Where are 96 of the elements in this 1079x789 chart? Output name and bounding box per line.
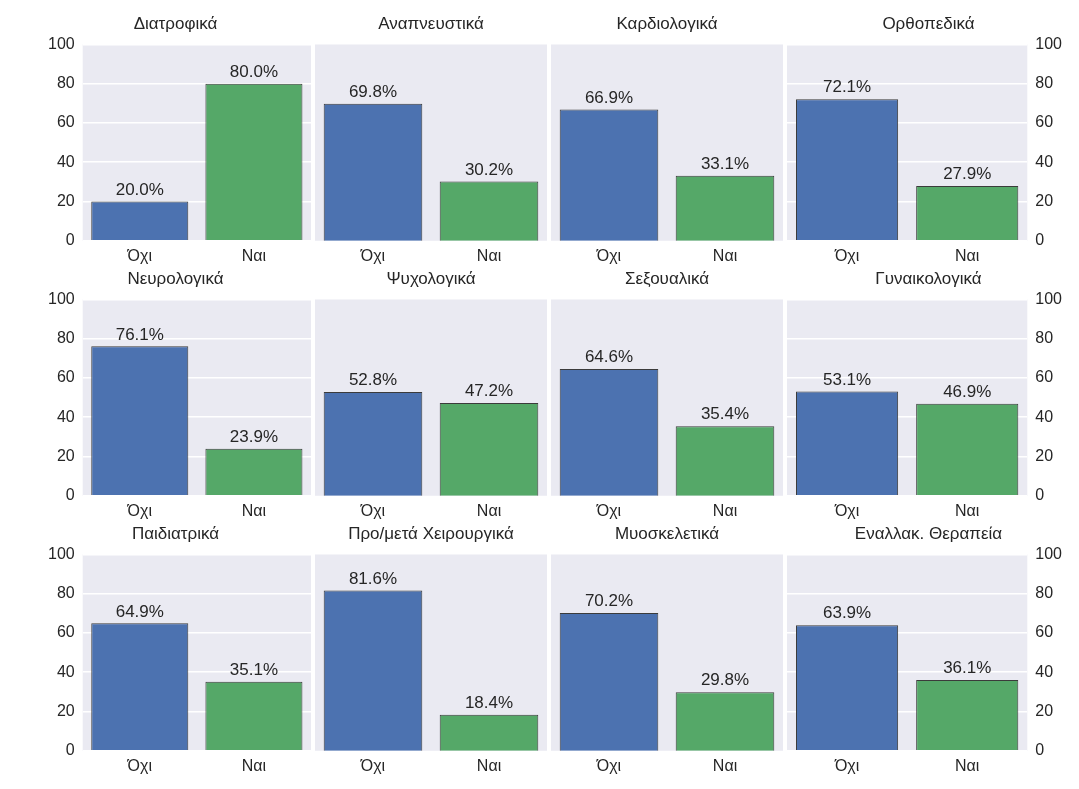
data-label: 76.1% [115, 324, 164, 344]
y-tick-label: 60 [56, 113, 75, 131]
x-tick-label: Ναι [712, 246, 738, 264]
y-tick-label: 80 [56, 74, 75, 92]
chart-title: Νευρολογικά [127, 268, 224, 288]
y-tick-label: 40 [1035, 662, 1054, 680]
y-tick-label: 40 [56, 662, 75, 680]
x-tick-label: Ναι [241, 501, 267, 519]
chart-title: Καρδιολογικά [616, 13, 718, 33]
data-label: 53.1% [822, 369, 872, 389]
x-tick-label: Ναι [955, 246, 980, 264]
chart-title: Διατροφικά [133, 13, 218, 33]
y-tick-label: 80 [1035, 74, 1054, 92]
data-label: 64.9% [115, 601, 164, 621]
chart-title: Ορθοπεδικά [882, 13, 975, 33]
x-tick-label: Ναι [476, 756, 502, 774]
data-label: 36.1% [943, 658, 992, 678]
x-tick-label: Ναι [712, 501, 738, 519]
y-tick-label: 0 [65, 231, 75, 249]
y-tick-label: 100 [47, 34, 75, 52]
y-tick-label: 40 [56, 407, 75, 425]
y-tick-label: 0 [65, 486, 75, 504]
data-label: 66.9% [584, 87, 634, 107]
y-tick-label: 0 [1035, 486, 1045, 504]
chart-title: Σεξουαλικά [624, 268, 710, 288]
data-label: 23.9% [229, 427, 279, 447]
x-tick-label: Ναι [955, 756, 980, 774]
x-tick-label: Ναι [476, 501, 502, 519]
y-tick-label: 60 [56, 368, 75, 386]
chart-title: Ψυχολογικά [386, 268, 476, 288]
y-tick-label: 20 [1035, 446, 1054, 464]
y-tick-label: 20 [56, 701, 75, 719]
y-tick-label: 20 [1035, 701, 1054, 719]
data-label: 27.9% [943, 164, 992, 184]
data-label: 46.9% [943, 381, 992, 401]
y-tick-label: 60 [1035, 623, 1054, 641]
x-tick-label: Όχι [833, 501, 860, 519]
chart-title: Αναπνευστικά [378, 13, 484, 33]
x-tick-label: Όχι [126, 756, 153, 774]
chart-title: Γυναικολογικά [875, 268, 982, 288]
x-tick-label: Ναι [955, 501, 980, 519]
x-tick-label: Όχι [833, 756, 860, 774]
x-tick-label: Όχι [359, 246, 386, 264]
data-label: 33.1% [700, 153, 750, 173]
x-tick-label: Ναι [241, 756, 267, 774]
y-tick-label: 80 [56, 329, 75, 347]
y-tick-label: 100 [1035, 34, 1063, 52]
data-label: 30.2% [464, 159, 514, 179]
y-tick-label: 80 [1035, 329, 1054, 347]
x-tick-label: Όχι [359, 756, 386, 774]
y-tick-label: 40 [56, 152, 75, 170]
y-tick-label: 100 [47, 544, 75, 562]
chart-title: Προ/μετά Χειρουργικά [348, 523, 515, 543]
y-tick-label: 0 [1035, 231, 1045, 249]
y-tick-label: 0 [1035, 741, 1045, 759]
x-tick-label: Ναι [476, 246, 502, 264]
y-tick-label: 40 [1035, 152, 1054, 170]
data-label: 80.0% [229, 61, 279, 81]
data-label: 29.8% [700, 670, 750, 690]
data-label: 81.6% [348, 568, 398, 588]
y-tick-label: 80 [1035, 584, 1054, 602]
data-label: 18.4% [464, 692, 514, 712]
y-tick-label: 80 [56, 584, 75, 602]
data-label: 35.1% [229, 660, 279, 680]
data-label: 35.4% [700, 404, 750, 424]
y-tick-label: 100 [1035, 289, 1063, 307]
x-tick-label: Όχι [595, 246, 622, 264]
y-tick-label: 20 [56, 191, 75, 209]
x-tick-label: Όχι [595, 756, 622, 774]
data-label: 64.6% [584, 347, 634, 367]
y-tick-label: 60 [1035, 368, 1054, 386]
data-label: 69.8% [348, 81, 398, 101]
x-tick-label: Όχι [359, 501, 386, 519]
chart-title: Εναλλακ. Θεραπεία [854, 523, 1003, 543]
y-tick-label: 60 [1035, 113, 1054, 131]
chart-title: Μυοσκελετικά [614, 523, 720, 543]
x-tick-label: Όχι [833, 246, 860, 264]
y-tick-label: 0 [65, 741, 75, 759]
data-label: 20.0% [115, 179, 164, 199]
x-tick-label: Όχι [595, 501, 622, 519]
data-label: 72.1% [822, 77, 872, 97]
y-tick-label: 100 [47, 289, 75, 307]
x-tick-label: Ναι [241, 246, 267, 264]
y-tick-label: 20 [1035, 191, 1054, 209]
y-tick-label: 40 [1035, 407, 1054, 425]
chart-title: Παιδιατρικά [131, 523, 220, 543]
x-tick-label: Ναι [712, 756, 738, 774]
data-label: 52.8% [348, 370, 398, 390]
data-label: 70.2% [584, 591, 634, 611]
data-label: 47.2% [464, 381, 514, 401]
y-tick-label: 60 [56, 623, 75, 641]
x-tick-label: Όχι [126, 501, 153, 519]
y-tick-label: 100 [1035, 544, 1063, 562]
data-label: 63.9% [822, 603, 872, 623]
y-tick-label: 20 [56, 446, 75, 464]
x-tick-label: Όχι [126, 246, 153, 264]
